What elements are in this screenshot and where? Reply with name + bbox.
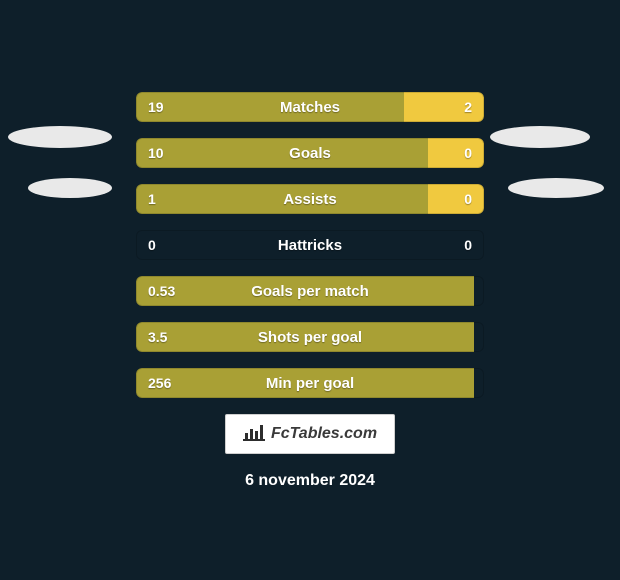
stat-value-right: 2 <box>464 92 472 122</box>
decorative-ellipse <box>508 178 604 198</box>
stat-row: 0Hattricks0 <box>136 230 484 260</box>
stat-row: 19Matches2 <box>136 92 484 122</box>
comparison-chart: 19Matches210Goals01Assists00Hattricks00.… <box>0 92 620 490</box>
stat-label: Shots per goal <box>136 322 484 352</box>
date-label: 6 november 2024 <box>0 472 620 490</box>
decorative-ellipse <box>490 126 590 148</box>
stat-row: 256Min per goal <box>136 368 484 398</box>
stat-value-right: 0 <box>464 138 472 168</box>
stat-value-right: 0 <box>464 230 472 260</box>
stat-row: 0.53Goals per match <box>136 276 484 306</box>
decorative-ellipse <box>28 178 112 198</box>
stat-value-right: 0 <box>464 184 472 214</box>
decorative-ellipse <box>8 126 112 148</box>
logo-text: FcTables.com <box>271 425 377 443</box>
stat-label: Matches <box>136 92 484 122</box>
stat-row: 3.5Shots per goal <box>136 322 484 352</box>
stat-label: Min per goal <box>136 368 484 398</box>
stat-label: Assists <box>136 184 484 214</box>
chart-icon <box>243 423 265 446</box>
fctables-logo: FcTables.com <box>225 414 395 454</box>
stat-row: 1Assists0 <box>136 184 484 214</box>
stat-rows: 19Matches210Goals01Assists00Hattricks00.… <box>136 92 484 398</box>
stat-row: 10Goals0 <box>136 138 484 168</box>
stat-label: Goals <box>136 138 484 168</box>
stat-label: Goals per match <box>136 276 484 306</box>
stat-label: Hattricks <box>136 230 484 260</box>
